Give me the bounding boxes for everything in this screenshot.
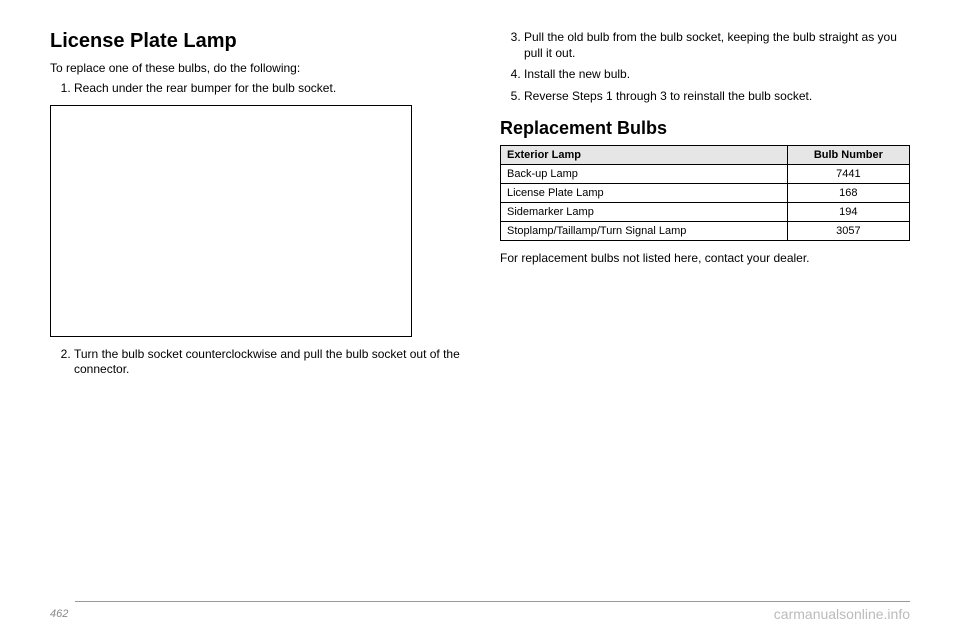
heading-license-plate: License Plate Lamp [50, 30, 460, 53]
cell-lamp: Stoplamp/Taillamp/Turn Signal Lamp [501, 222, 788, 241]
table-header-row: Exterior Lamp Bulb Number [501, 146, 910, 165]
page-footer: 462 carmanualsonline.info [50, 606, 910, 622]
step-5: Reverse Steps 1 through 3 to reinstall t… [524, 89, 910, 105]
step-4: Install the new bulb. [524, 67, 910, 83]
step-1: Reach under the rear bumper for the bulb… [74, 81, 460, 97]
bulb-table: Exterior Lamp Bulb Number Back-up Lamp 7… [500, 145, 910, 241]
intro-text: To replace one of these bulbs, do the fo… [50, 61, 460, 75]
cell-num: 194 [787, 203, 909, 222]
left-column: License Plate Lamp To replace one of the… [50, 30, 460, 384]
cell-lamp: Back-up Lamp [501, 165, 788, 184]
col-header-lamp: Exterior Lamp [501, 146, 788, 165]
heading-replacement-bulbs: Replacement Bulbs [500, 118, 910, 139]
watermark-text: carmanualsonline.info [774, 606, 910, 622]
dealer-note: For replacement bulbs not listed here, c… [500, 251, 910, 267]
cell-num: 7441 [787, 165, 909, 184]
table-row: Sidemarker Lamp 194 [501, 203, 910, 222]
footer-divider [75, 601, 910, 602]
page-number: 462 [50, 608, 68, 620]
step-2: Turn the bulb socket counterclockwise an… [74, 347, 460, 378]
cell-num: 3057 [787, 222, 909, 241]
table-row: Back-up Lamp 7441 [501, 165, 910, 184]
steps-right: Pull the old bulb from the bulb socket, … [500, 30, 910, 104]
diagram-placeholder [50, 105, 412, 337]
cell-num: 168 [787, 184, 909, 203]
col-header-number: Bulb Number [787, 146, 909, 165]
right-column: Pull the old bulb from the bulb socket, … [500, 30, 910, 384]
cell-lamp: License Plate Lamp [501, 184, 788, 203]
step-3: Pull the old bulb from the bulb socket, … [524, 30, 910, 61]
steps-left-2: Turn the bulb socket counterclockwise an… [50, 347, 460, 378]
table-row: License Plate Lamp 168 [501, 184, 910, 203]
cell-lamp: Sidemarker Lamp [501, 203, 788, 222]
table-row: Stoplamp/Taillamp/Turn Signal Lamp 3057 [501, 222, 910, 241]
steps-left: Reach under the rear bumper for the bulb… [50, 81, 460, 97]
